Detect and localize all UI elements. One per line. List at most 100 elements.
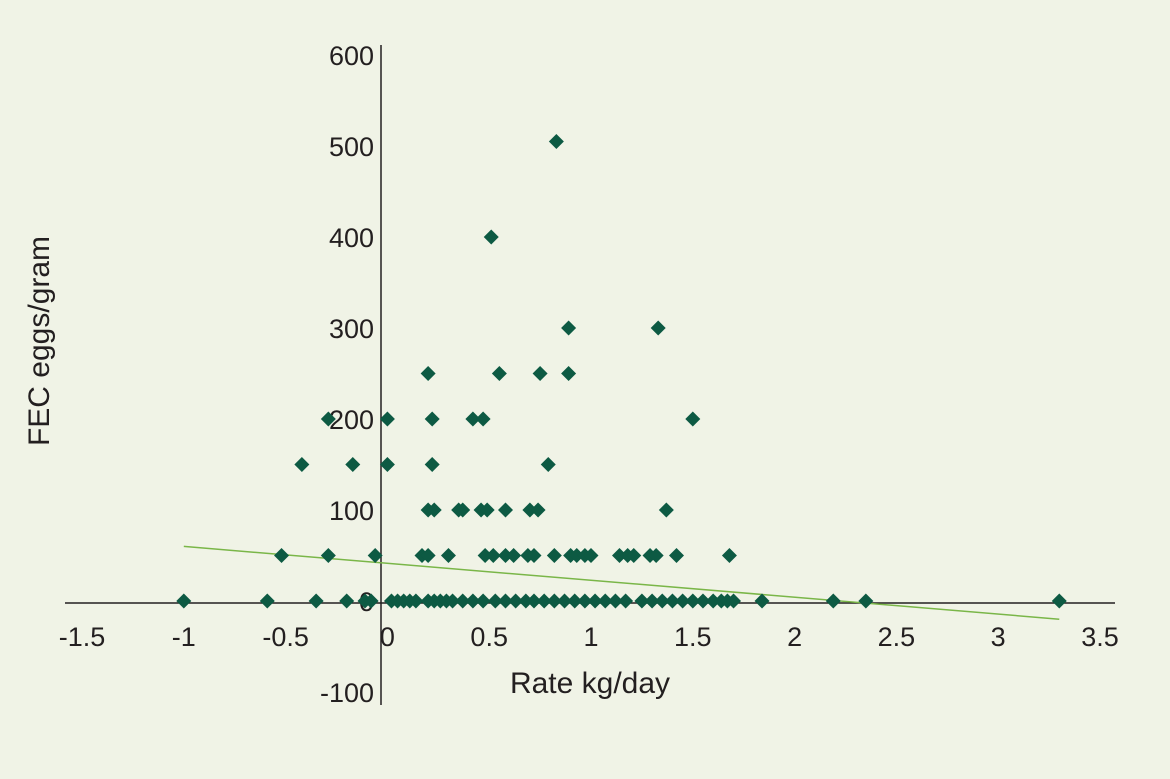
data-point <box>506 548 522 563</box>
data-point <box>583 548 599 563</box>
y-axis-title: FEC eggs/gram <box>23 236 56 446</box>
data-point <box>363 593 379 609</box>
x-tick-label: 3.5 <box>1081 622 1119 652</box>
data-point <box>420 366 436 381</box>
data-point <box>658 502 674 518</box>
x-tick-label: 2.5 <box>878 622 916 652</box>
data-point <box>176 593 192 609</box>
data-point <box>612 548 628 563</box>
data-point <box>626 548 642 563</box>
data-point <box>274 548 290 563</box>
data-point <box>465 593 481 609</box>
data-point <box>379 411 395 427</box>
data-point <box>440 548 456 563</box>
data-point <box>721 548 737 563</box>
data-point <box>726 593 742 609</box>
data-point <box>607 593 623 609</box>
data-point <box>685 411 701 427</box>
data-point <box>497 593 513 609</box>
data-point <box>561 366 577 381</box>
data-point <box>648 548 664 563</box>
x-tick-label: -0.5 <box>262 622 309 652</box>
data-point <box>320 411 336 427</box>
x-tick-label: 1.5 <box>674 622 712 652</box>
data-point <box>557 593 573 609</box>
data-point <box>536 593 552 609</box>
data-point <box>445 593 461 609</box>
x-tick-labels: -1.5 -1 -0.5 0 0.5 1 1.5 2 2.5 3 3.5 <box>59 622 1119 652</box>
data-point <box>518 593 534 609</box>
y-tick-label: 600 <box>329 41 374 71</box>
data-point <box>487 593 503 609</box>
data-point <box>420 548 436 563</box>
data-point <box>530 502 546 518</box>
y-tick-label: 100 <box>329 496 374 526</box>
data-point <box>577 593 593 609</box>
data-point <box>675 593 691 609</box>
data-point <box>546 593 562 609</box>
data-point <box>685 593 701 609</box>
data-point <box>345 457 361 472</box>
data-point <box>475 411 491 427</box>
data-point <box>618 593 634 609</box>
data-point <box>479 502 495 518</box>
data-point <box>259 593 275 609</box>
data-point <box>320 548 336 563</box>
data-point <box>644 593 660 609</box>
y-tick-label: 200 <box>329 405 374 435</box>
x-tick-label: 3 <box>991 622 1006 652</box>
y-tick-label: 300 <box>329 314 374 344</box>
x-tick-label: -1 <box>172 622 196 652</box>
data-point <box>424 411 440 427</box>
data-point <box>526 593 542 609</box>
data-point <box>532 366 548 381</box>
x-tick-label: 2 <box>787 622 802 652</box>
data-point <box>477 548 493 563</box>
data-point <box>705 593 721 609</box>
data-point <box>508 593 524 609</box>
data-points <box>176 133 1067 609</box>
data-point <box>465 411 481 427</box>
data-point <box>408 593 424 609</box>
data-point <box>485 548 501 563</box>
data-point <box>569 548 585 563</box>
data-point <box>825 593 841 609</box>
data-point <box>308 593 324 609</box>
data-point <box>379 457 395 472</box>
data-point <box>455 593 471 609</box>
x-tick-label: 0.5 <box>470 622 508 652</box>
data-point <box>664 593 680 609</box>
data-point <box>497 548 513 563</box>
x-tick-label: 0 <box>380 622 395 652</box>
data-point <box>475 593 491 609</box>
data-point <box>497 502 513 518</box>
data-point <box>522 502 538 518</box>
data-point <box>424 457 440 472</box>
data-point <box>546 548 562 563</box>
y-tick-label: -100 <box>320 678 374 708</box>
x-tick-label: 1 <box>583 622 598 652</box>
x-axis-title: Rate kg/day <box>510 667 670 700</box>
data-point <box>654 593 670 609</box>
data-point <box>294 457 310 472</box>
y-tick-label: 500 <box>329 132 374 162</box>
data-point <box>548 133 564 149</box>
data-point <box>587 593 603 609</box>
data-point <box>567 593 583 609</box>
data-point <box>367 548 383 563</box>
data-point <box>483 229 499 245</box>
data-point <box>339 593 355 609</box>
data-point <box>426 502 442 518</box>
data-point <box>526 548 542 563</box>
y-tick-label: 400 <box>329 223 374 253</box>
data-point <box>540 457 556 472</box>
data-point <box>597 593 613 609</box>
data-point <box>754 593 770 609</box>
data-point <box>455 502 471 518</box>
data-point <box>650 320 666 336</box>
data-point <box>491 366 507 381</box>
data-point <box>1051 593 1067 609</box>
y-tick-labels: 6005004003002001000-100 <box>320 41 374 708</box>
